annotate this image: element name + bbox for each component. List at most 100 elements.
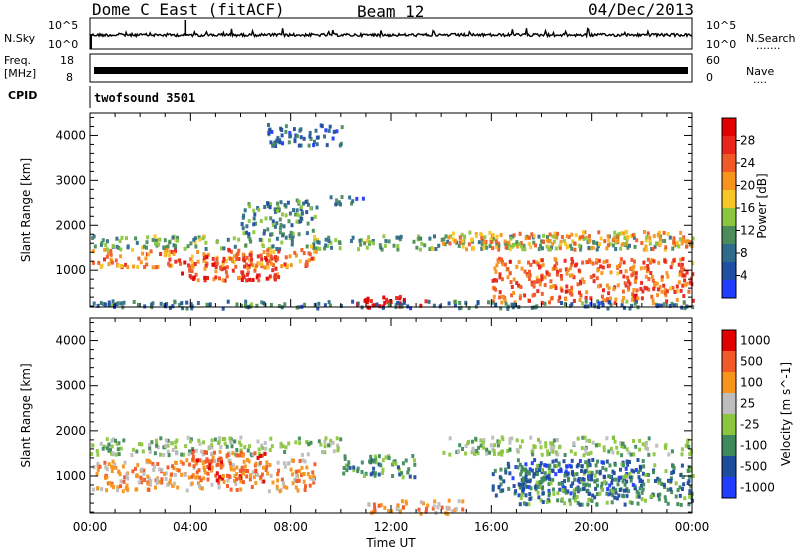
heatmap-cell xyxy=(623,305,626,310)
heatmap-cell xyxy=(636,458,640,462)
heatmap-cell xyxy=(116,447,120,452)
heatmap-cell xyxy=(546,235,549,239)
heatmap-cell xyxy=(171,304,175,309)
heatmap-cell xyxy=(252,230,256,235)
heatmap-cell xyxy=(226,452,230,457)
heatmap-cell xyxy=(235,302,239,307)
heatmap-cell xyxy=(116,301,120,306)
heatmap-cell xyxy=(408,474,412,479)
heatmap-cell xyxy=(680,447,684,452)
heatmap-cell xyxy=(312,242,316,247)
heatmap-cell xyxy=(373,454,377,459)
heatmap-cell xyxy=(508,259,512,264)
heatmap-cell xyxy=(619,261,622,266)
heatmap-cell xyxy=(681,487,684,491)
heatmap-cell xyxy=(313,139,316,144)
heatmap-cell xyxy=(284,255,288,260)
heatmap-cell xyxy=(539,485,542,490)
heatmap-cell xyxy=(563,258,567,263)
heatmap-cell xyxy=(581,260,585,265)
heatmap-cell xyxy=(92,301,96,306)
heatmap-cell xyxy=(190,269,194,274)
heatmap-cell xyxy=(178,258,182,263)
heatmap-cell xyxy=(538,282,542,287)
heatmap-cell xyxy=(551,487,555,492)
heatmap-cell xyxy=(289,133,293,138)
heatmap-cell xyxy=(393,459,397,464)
heatmap-cell xyxy=(164,443,168,448)
heatmap-cell xyxy=(266,261,270,266)
heatmap-cell xyxy=(339,202,342,207)
nave-label: Nave xyxy=(746,65,775,78)
heatmap-cell xyxy=(453,303,457,308)
heatmap-cell xyxy=(628,306,632,311)
heatmap-cell xyxy=(650,294,654,299)
heatmap-cell xyxy=(400,499,404,504)
heatmap-cell xyxy=(265,257,268,262)
heatmap-cell xyxy=(482,445,486,450)
heatmap-cell xyxy=(272,249,276,254)
heatmap-cell xyxy=(247,257,251,262)
heatmap-cell xyxy=(166,465,170,470)
heatmap-cell xyxy=(309,206,313,211)
heatmap-cell xyxy=(111,465,115,470)
heatmap-cell xyxy=(523,247,527,252)
heatmap-cell xyxy=(170,441,174,446)
heatmap-cell xyxy=(215,471,219,476)
heatmap-cell xyxy=(302,251,306,256)
heatmap-cell xyxy=(303,302,307,307)
heatmap-cell xyxy=(613,462,617,467)
heatmap-cell xyxy=(287,140,291,145)
heatmap-cell xyxy=(581,487,585,491)
heatmap-cell xyxy=(242,213,246,218)
heatmap-cell xyxy=(667,478,670,483)
heatmap-cell xyxy=(610,489,614,494)
heatmap-cell xyxy=(577,243,581,248)
colorbar-segment xyxy=(722,262,736,281)
heatmap-cell xyxy=(620,462,624,467)
heatmap-cell xyxy=(607,474,611,479)
heatmap-cell xyxy=(651,301,655,306)
heatmap-cell xyxy=(278,217,282,222)
heatmap-cell xyxy=(102,444,106,449)
heatmap-cell xyxy=(603,239,607,244)
heatmap-cell xyxy=(141,245,145,250)
heatmap-cell xyxy=(221,260,225,265)
heatmap-cell xyxy=(589,296,593,301)
heatmap-cell xyxy=(581,477,585,482)
heatmap-cell xyxy=(309,137,313,141)
heatmap-cell xyxy=(301,458,305,463)
heatmap-cell xyxy=(305,465,309,470)
heatmap-cell xyxy=(282,224,286,229)
heatmap-cell xyxy=(532,284,536,289)
heatmap-cell xyxy=(173,473,177,477)
heatmap-cell xyxy=(307,143,311,148)
heatmap-cell xyxy=(606,297,609,302)
heatmap-cell xyxy=(459,305,463,310)
heatmap-cell xyxy=(241,453,245,458)
heatmap-cell xyxy=(399,509,402,514)
heatmap-cell xyxy=(185,306,189,311)
heatmap-cell xyxy=(480,233,483,238)
heatmap-cell xyxy=(666,274,670,279)
heatmap-cell xyxy=(262,231,266,236)
heatmap-cell xyxy=(582,482,586,487)
heatmap-cell xyxy=(547,272,551,277)
heatmap-cell xyxy=(298,214,302,219)
heatmap-cell xyxy=(638,438,642,443)
heatmap-cell xyxy=(518,462,522,467)
heatmap-cell xyxy=(233,244,237,249)
heatmap-cell xyxy=(518,502,522,507)
heatmap-cell xyxy=(313,234,317,239)
heatmap-cell xyxy=(590,477,594,482)
heatmap-cell xyxy=(261,453,264,458)
heatmap-cell xyxy=(675,297,679,302)
heatmap-cell xyxy=(170,250,174,254)
heatmap-cell xyxy=(521,467,525,472)
heatmap-cell xyxy=(221,262,225,267)
heatmap-cell xyxy=(662,230,666,235)
heatmap-cell xyxy=(646,264,650,268)
heatmap-cell xyxy=(660,275,664,280)
heatmap-cell xyxy=(641,459,645,463)
heatmap-cell xyxy=(623,502,627,507)
